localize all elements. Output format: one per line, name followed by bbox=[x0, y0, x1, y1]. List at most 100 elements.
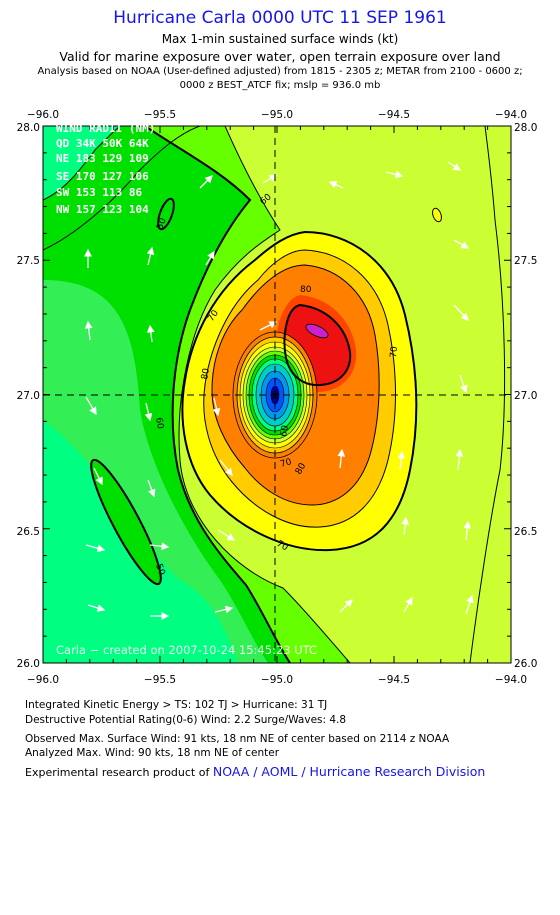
wind-vector bbox=[262, 174, 278, 184]
wind-vector bbox=[214, 605, 234, 614]
destructive-potential-rating: Destructive Potential Rating(0-6) Wind: … bbox=[25, 714, 347, 726]
wind-radii-row-se: SE 170 127 106 bbox=[56, 170, 149, 183]
lon-label-top: −94.0 bbox=[495, 109, 527, 121]
swath-peak bbox=[305, 323, 329, 339]
lat-label-right: 28.0 bbox=[514, 122, 537, 134]
contour-line-34kt bbox=[43, 126, 201, 251]
wind-vector bbox=[144, 402, 153, 422]
observed-max-wind: Observed Max. Surface Wind: 91 kts, 18 n… bbox=[25, 733, 450, 745]
contour-label: 70 bbox=[279, 457, 293, 470]
wind-vector bbox=[403, 596, 413, 613]
wind-vector bbox=[93, 467, 103, 486]
hrd-link[interactable]: NOAA / AOML / Hurricane Research Divisio… bbox=[212, 764, 486, 779]
wind-vector bbox=[146, 246, 155, 266]
axis-labels: −96.0 −95.5 −95.0 −94.5 −94.0 −96.0 −95.… bbox=[17, 109, 538, 686]
wind-radii-row-nw: NW 157 123 104 bbox=[56, 203, 149, 216]
wind-swath-contours: × bbox=[43, 126, 511, 663]
lat-label-right: 27.0 bbox=[514, 390, 537, 402]
analysis-fix: 0000 z BEST_ATCF fix; mslp = 936.0 mb bbox=[179, 80, 381, 91]
lat-label-right: 27.5 bbox=[514, 255, 537, 267]
wind-vector bbox=[447, 161, 462, 171]
wind-vector bbox=[453, 239, 470, 249]
contour-lines bbox=[43, 126, 506, 663]
contour-line-90kt bbox=[283, 303, 352, 387]
wind-vector bbox=[385, 170, 404, 179]
wind-vector bbox=[217, 529, 236, 541]
wind-radii-row-sw: SW 153 113 86 bbox=[56, 186, 142, 199]
wind-vector bbox=[199, 175, 213, 189]
lon-label-bottom: −95.5 bbox=[144, 674, 176, 686]
lon-label-top: −96.0 bbox=[27, 109, 59, 121]
wind-vectors bbox=[84, 161, 474, 620]
wind-radii-table: WIND RADII (NM) QD 34K 50K 64K NE 183 12… bbox=[56, 122, 155, 216]
wind-vector bbox=[212, 397, 221, 417]
contour-label: 80 bbox=[300, 285, 312, 295]
wind-vector bbox=[459, 374, 468, 394]
lon-label-top: −95.5 bbox=[144, 109, 176, 121]
lon-label-top: −94.5 bbox=[378, 109, 410, 121]
swath-60kt-east bbox=[470, 126, 511, 663]
contour-label: 50 bbox=[155, 217, 168, 231]
contour-line-60kt-east bbox=[469, 126, 506, 663]
lat-label-right: 26.0 bbox=[514, 658, 537, 670]
lon-label-bottom: −94.5 bbox=[378, 674, 410, 686]
wind-vector bbox=[453, 304, 469, 321]
analysis-sources: Analysis based on NOAA (User-defined adj… bbox=[37, 66, 523, 77]
wind-vector bbox=[259, 321, 278, 331]
isolated-50kt-west bbox=[90, 458, 162, 586]
product-attribution: Experimental research product of NOAA / … bbox=[25, 764, 485, 779]
wind-vector bbox=[463, 520, 472, 541]
wind-vector bbox=[219, 459, 233, 477]
wind-vector bbox=[85, 396, 97, 416]
analyzed-max-wind: Analyzed Max. Wind: 90 kts, 18 nm NE of … bbox=[25, 747, 280, 759]
isolated-60kt-east bbox=[432, 207, 442, 223]
map-title: Hurricane Carla 0000 UTC 11 SEP 1961 bbox=[113, 8, 447, 28]
wind-vector bbox=[87, 604, 106, 612]
wind-vector bbox=[397, 450, 406, 471]
lat-label-left: 27.5 bbox=[17, 255, 40, 267]
contour-label: 60 bbox=[279, 424, 291, 437]
wind-vector bbox=[205, 250, 215, 266]
contour-label: 70 bbox=[389, 346, 400, 359]
lon-label-top: −95.0 bbox=[261, 109, 293, 121]
contour-line-60kt bbox=[178, 126, 351, 663]
isolated-50kt-north bbox=[157, 197, 175, 231]
lat-label-left: 26.0 bbox=[17, 658, 40, 670]
contour-line-50kt bbox=[144, 126, 291, 663]
contour-line-80kt bbox=[211, 264, 380, 506]
contour-label: 80 bbox=[200, 367, 212, 380]
lat-label-left: 27.0 bbox=[17, 390, 40, 402]
wind-vector bbox=[339, 599, 353, 613]
lon-label-bottom: −94.0 bbox=[495, 674, 527, 686]
wind-radii-title: WIND RADII (NM) bbox=[56, 122, 155, 135]
contour-line-70kt bbox=[203, 249, 396, 528]
contour-line-40kt bbox=[43, 126, 121, 201]
wind-vector bbox=[337, 448, 346, 469]
lat-label-left: 26.5 bbox=[17, 526, 40, 538]
exposure-note: Valid for marine exposure over water, op… bbox=[59, 49, 501, 64]
wind-vector bbox=[401, 516, 410, 536]
storm-center-marker: × bbox=[270, 389, 281, 404]
product-attribution-prefix: Experimental research product of bbox=[25, 766, 213, 779]
lon-label-bottom: −96.0 bbox=[27, 674, 59, 686]
wind-vector bbox=[465, 594, 474, 615]
lat-label-right: 26.5 bbox=[514, 526, 537, 538]
kinetic-energy-stats: Integrated Kinetic Energy > TS: 102 TJ >… bbox=[25, 699, 328, 711]
center-crosshair bbox=[43, 126, 511, 663]
lon-label-bottom: −95.0 bbox=[261, 674, 293, 686]
contour-label: 50 bbox=[153, 563, 166, 577]
wind-vector bbox=[147, 479, 156, 498]
wind-radii-row-ne: NE 183 129 109 bbox=[56, 152, 149, 165]
contour-label: 60 bbox=[153, 417, 165, 430]
wind-vector bbox=[328, 181, 344, 189]
tick-marks bbox=[42, 125, 512, 664]
wind-vector bbox=[85, 544, 106, 553]
wind-vector bbox=[146, 324, 155, 343]
wind-vector bbox=[149, 542, 170, 551]
wind-vector bbox=[455, 448, 464, 471]
map-subtitle: Max 1-min sustained surface winds (kt) bbox=[161, 32, 399, 46]
wind-radii-header: QD 34K 50K 64K bbox=[56, 137, 149, 150]
lat-label-left: 28.0 bbox=[17, 122, 40, 134]
wind-vector bbox=[84, 320, 93, 341]
